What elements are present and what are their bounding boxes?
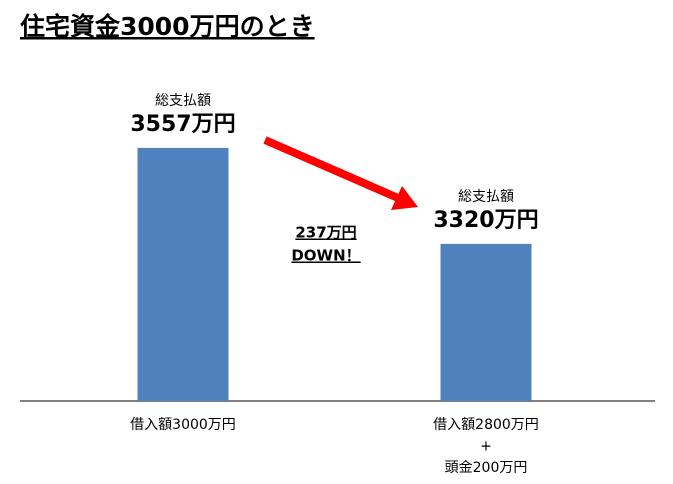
value-label: 3557万円 [130,112,235,137]
x-tick-label: 借入額2800万円 [433,417,539,433]
chart-title: 住宅資金3000万円のとき [20,12,315,41]
x-tick-label: + [480,439,492,455]
value-caption: 総支払額 [155,93,211,109]
x-tick-label: 借入額3000万円 [130,417,236,433]
value-caption: 総支払額 [458,189,514,205]
bar [440,243,532,401]
annotation: DOWN！ [291,247,360,265]
arrow [263,136,418,210]
value-label: 3320万円 [433,208,538,233]
annotation: 237万円 [295,224,356,242]
x-tick-label: 頭金200万円 [445,460,528,476]
bar [137,147,229,401]
